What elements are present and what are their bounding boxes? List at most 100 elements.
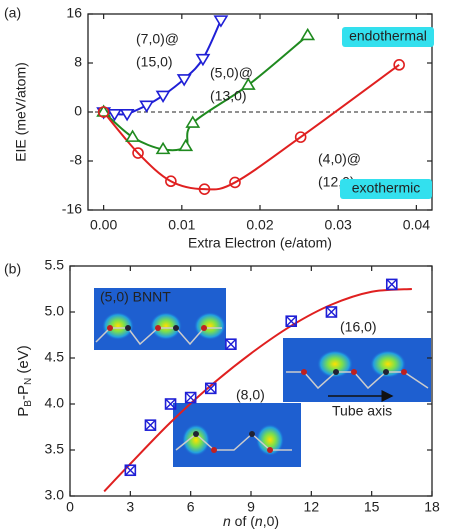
marker-box (124, 464, 137, 477)
marker-cross (185, 392, 197, 404)
annotation-box (340, 179, 432, 199)
annotation: (13,0) (210, 88, 247, 104)
y-tick-label: 5.5 (45, 257, 65, 273)
marker (144, 419, 157, 431)
x-tick-label: 18 (424, 499, 440, 515)
y-axis-label-part: P (15, 407, 32, 417)
marker (198, 183, 211, 195)
x-axis-label-part: ,0) (263, 513, 279, 529)
annotation: (5,0) BNNT (100, 289, 171, 305)
x-tick-label: 0 (66, 499, 74, 515)
marker (300, 27, 316, 41)
marker-cross (325, 306, 337, 318)
marker (97, 106, 110, 118)
panel-label: (a) (4, 5, 21, 21)
y-tick-label: 4.0 (45, 395, 65, 411)
marker (393, 59, 405, 71)
y-axis-label-part: -P (15, 385, 32, 400)
annotation: Tube axis (332, 403, 392, 419)
marker-cross (124, 464, 136, 476)
marker-cross (205, 382, 217, 394)
marker-box (184, 391, 197, 404)
marker-box (285, 315, 298, 328)
marker (385, 278, 398, 291)
x-tick-label: 12 (304, 499, 320, 515)
y-axis-label-subscript: N (23, 378, 34, 385)
marker-box (225, 338, 237, 351)
marker (165, 175, 177, 188)
marker-box (204, 382, 217, 395)
marker (176, 74, 192, 87)
y-tick-label: 5.0 (45, 303, 65, 319)
marker-cross (165, 398, 177, 410)
x-axis-label-part: n (223, 513, 231, 529)
x-tick-label: 0.03 (325, 217, 352, 233)
marker (225, 338, 237, 351)
marker (124, 464, 137, 477)
marker-box (385, 278, 398, 291)
marker (164, 398, 177, 410)
annotation: (4,0)@ (318, 151, 361, 167)
y-axis-label-part: (eV) (15, 345, 32, 378)
annotation: (5,0)@ (210, 65, 253, 81)
y-tick-label: 3.5 (45, 441, 65, 457)
panel-label: (b) (4, 261, 21, 277)
marker (240, 77, 256, 90)
inset-16-0 (283, 338, 431, 402)
y-axis-label: PB-PN (eV) (15, 345, 34, 416)
x-tick-label: 0.04 (403, 217, 430, 233)
marker (285, 315, 298, 328)
marker (178, 138, 194, 152)
x-axis-label-part: n (255, 513, 263, 529)
y-tick-label: 0 (74, 103, 82, 119)
marker (229, 176, 241, 189)
marker (125, 129, 140, 142)
x-tick-label: 9 (247, 499, 255, 515)
marker-cross (144, 419, 156, 431)
marker (155, 141, 171, 155)
annotation: exothermic (352, 180, 420, 196)
marker (139, 100, 155, 113)
x-tick-label: 0.00 (90, 217, 117, 233)
annotation: (8,0) (236, 387, 265, 403)
marker (195, 53, 211, 67)
annotation: (15,0) (136, 54, 173, 70)
marker (294, 131, 307, 143)
y-tick-label: 4.5 (45, 349, 65, 365)
marker (107, 109, 122, 122)
marker-box (325, 306, 338, 318)
x-tick-label: 3 (126, 499, 134, 515)
inset-8-0 (173, 403, 301, 467)
y-tick-label: 8 (74, 54, 82, 70)
marker (185, 115, 201, 128)
marker (213, 15, 229, 28)
marker-box (144, 419, 157, 431)
x-tick-label: 0.02 (246, 217, 273, 233)
marker-cross (225, 338, 237, 350)
x-axis-label: n of (n,0) (223, 513, 279, 529)
annotation: (16,0) (340, 319, 377, 335)
inset-5-0 (94, 288, 226, 350)
y-tick-label: -8 (70, 152, 83, 168)
x-tick-label: 0.01 (168, 217, 195, 233)
annotation: endothermal (349, 28, 427, 44)
insets (94, 288, 431, 467)
x-axis-label: Extra Electron (e/atom) (188, 235, 332, 251)
marker (96, 104, 112, 117)
marker-box (164, 398, 177, 410)
marker (204, 382, 217, 395)
marker (184, 391, 197, 404)
y-tick-label: 3.0 (45, 487, 65, 503)
annotation-box (342, 27, 434, 47)
y-axis-label-subscript: B (23, 400, 34, 407)
marker (132, 147, 144, 159)
x-tick-label: 15 (364, 499, 380, 515)
marker (325, 306, 338, 318)
marker (155, 90, 171, 104)
annotation: (7,0)@ (136, 31, 179, 47)
x-tick-label: 6 (187, 499, 195, 515)
marker (119, 109, 135, 122)
x-axis-label-part: of ( (231, 513, 255, 529)
y-axis-label: EIE (meV/atom) (13, 62, 29, 162)
